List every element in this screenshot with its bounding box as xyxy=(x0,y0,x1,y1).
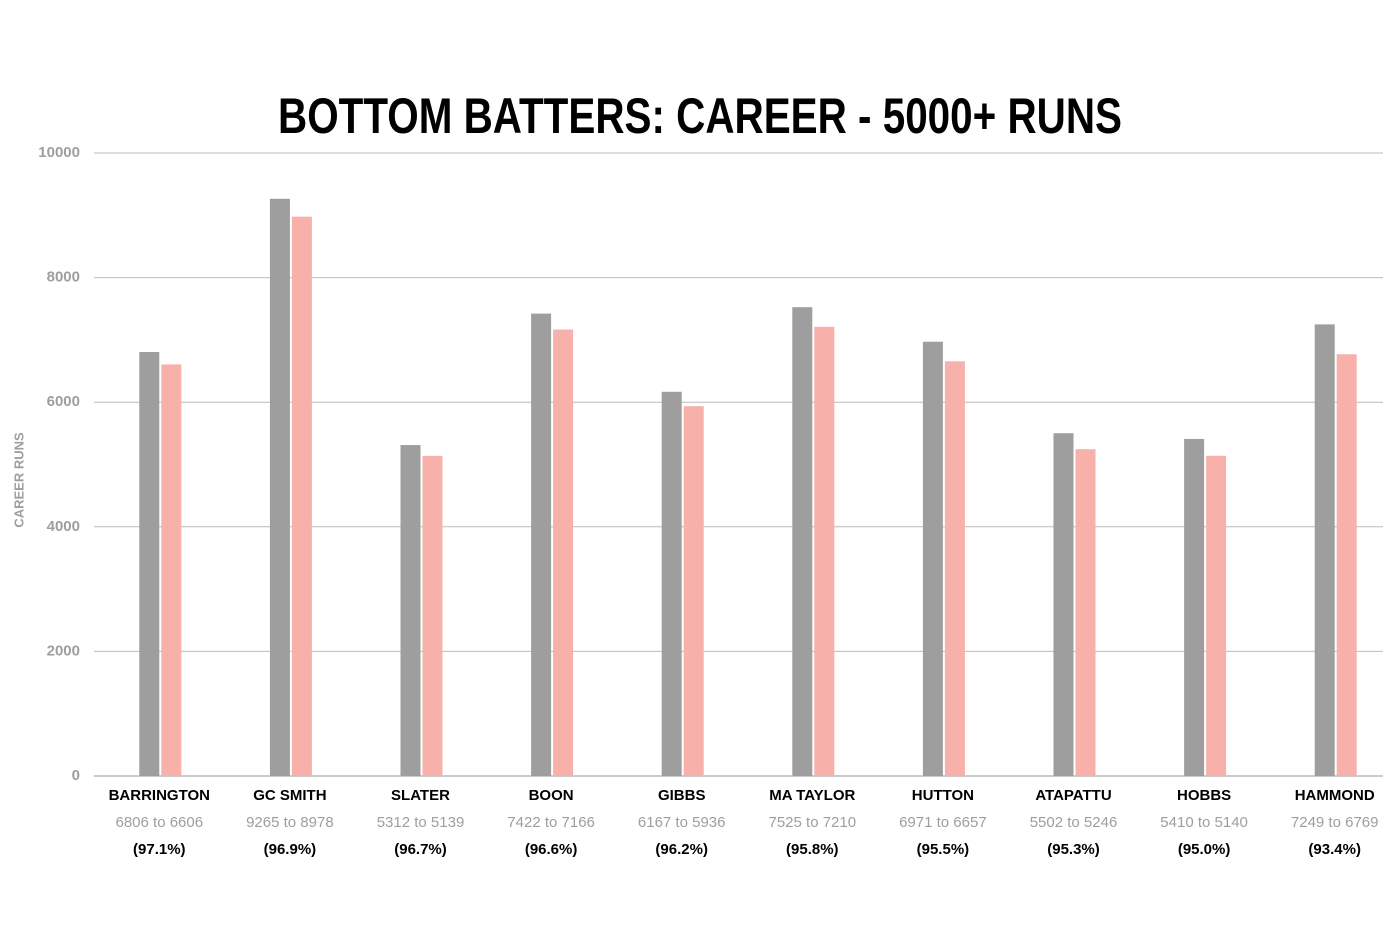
category-percent: (97.1%) xyxy=(133,841,186,858)
x-tick-label: SLATER xyxy=(391,787,450,804)
x-tick-label: HUTTON xyxy=(912,787,974,804)
y-tick-label: 8000 xyxy=(47,269,80,286)
bar xyxy=(139,351,160,776)
x-tick-label: GIBBS xyxy=(658,787,706,804)
bar xyxy=(291,216,312,776)
bar xyxy=(531,313,552,776)
y-tick-label: 0 xyxy=(72,767,80,784)
category-detail: 5312 to 5139 xyxy=(377,814,465,831)
bar xyxy=(1336,354,1357,776)
bar xyxy=(1314,324,1335,776)
category-detail: 7422 to 7166 xyxy=(507,814,595,831)
bar xyxy=(922,341,943,776)
category-detail: 6971 to 6657 xyxy=(899,814,987,831)
bar xyxy=(422,455,443,776)
category-percent: (96.2%) xyxy=(655,841,708,858)
y-axis-label: CAREER RUNS xyxy=(11,432,26,528)
x-tick-label: MA TAYLOR xyxy=(769,787,855,804)
y-tick-label: 6000 xyxy=(47,393,80,410)
bar xyxy=(553,329,574,776)
category-detail: 7525 to 7210 xyxy=(769,814,857,831)
y-tick-label: 10000 xyxy=(38,144,80,161)
x-tick-label: HOBBS xyxy=(1177,787,1231,804)
bar xyxy=(1206,455,1227,776)
category-percent: (96.6%) xyxy=(525,841,578,858)
category-detail: 7249 to 6769 xyxy=(1291,814,1379,831)
bar xyxy=(400,445,421,776)
bar xyxy=(1053,433,1074,776)
bar xyxy=(1075,449,1096,776)
category-detail: 6806 to 6606 xyxy=(116,814,204,831)
bar xyxy=(161,364,182,776)
category-detail: 5410 to 5140 xyxy=(1160,814,1248,831)
category-percent: (96.9%) xyxy=(264,841,317,858)
x-tick-label: GC SMITH xyxy=(253,787,326,804)
category-percent: (95.3%) xyxy=(1047,841,1100,858)
bar xyxy=(661,391,682,776)
category-percent: (95.5%) xyxy=(917,841,970,858)
category-detail: 9265 to 8978 xyxy=(246,814,334,831)
category-percent: (95.0%) xyxy=(1178,841,1231,858)
category-detail: 5502 to 5246 xyxy=(1030,814,1118,831)
x-tick-label: ATAPATTU xyxy=(1035,787,1111,804)
bar xyxy=(792,307,813,776)
bar xyxy=(814,326,835,776)
bar xyxy=(1184,438,1205,776)
y-tick-label: 2000 xyxy=(47,642,80,659)
bar xyxy=(683,406,704,776)
category-detail: 6167 to 5936 xyxy=(638,814,726,831)
bar xyxy=(269,198,290,776)
category-percent: (96.7%) xyxy=(394,841,447,858)
y-tick-label: 4000 xyxy=(47,518,80,535)
chart-title: BOTTOM BATTERS: CAREER - 5000+ RUNS xyxy=(278,88,1122,144)
x-tick-label: BOON xyxy=(529,787,574,804)
category-percent: (95.8%) xyxy=(786,841,839,858)
x-tick-label: HAMMOND xyxy=(1295,787,1375,804)
bar xyxy=(944,361,965,776)
category-percent: (93.4%) xyxy=(1308,841,1361,858)
x-tick-label: BARRINGTON xyxy=(109,787,210,804)
